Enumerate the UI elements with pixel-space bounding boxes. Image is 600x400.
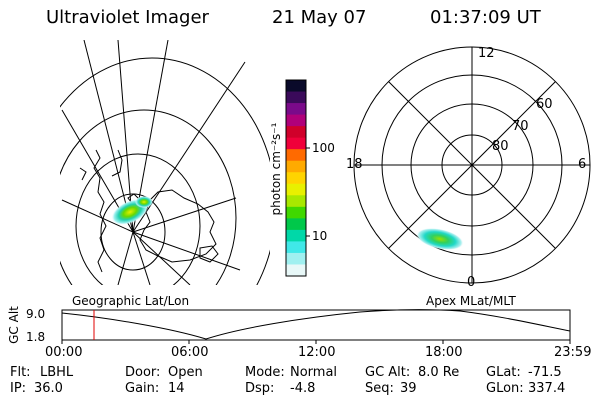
gcalt-label: GC Alt: (365, 365, 411, 380)
polar-grid (353, 46, 591, 284)
colorbar-band (286, 137, 306, 150)
colorbar (286, 80, 306, 277)
mode-label: Mode: (245, 365, 285, 380)
mlt-label-0: 0 (467, 275, 476, 290)
colorbar-band (286, 126, 306, 139)
geo-meridian (132, 231, 151, 285)
colorbar-band (286, 172, 306, 185)
timeline-ylabel: GC Alt (7, 306, 21, 344)
timeline-xtick-0600: 06:00 (171, 345, 209, 360)
geo-lat-circle (75, 153, 201, 285)
timeline-xtick-1800: 18:00 (425, 345, 463, 360)
colorbar-band (286, 241, 306, 254)
dsp-label: Dsp: (245, 381, 275, 396)
seq-value: 39 (400, 381, 417, 396)
geo-lat-circle (100, 193, 166, 271)
polar-aurora-emission (416, 228, 464, 250)
timeline-xticks (61, 340, 571, 344)
time-label: 01:37:09 UT (430, 7, 541, 28)
colorbar-tick-100: 100 (312, 141, 335, 155)
geo-aurora-emission (135, 196, 153, 208)
coastline (93, 149, 107, 273)
timeline-xtick-2359: 23:59 (554, 345, 592, 360)
timeline-xtick-1200: 12:00 (298, 345, 336, 360)
colorbar-band (286, 160, 306, 173)
geo-meridian (83, 40, 134, 233)
colorbar-band (286, 264, 306, 277)
geo-lat-circle (60, 57, 270, 285)
geo-meridian (117, 231, 134, 285)
mlt-label-12: 12 (478, 46, 495, 61)
polar-diagonal (388, 81, 556, 249)
colorbar-band (286, 206, 306, 219)
coastline (199, 245, 219, 263)
colorbar-band (286, 183, 306, 196)
colorbar-tick-10: 10 (312, 229, 328, 243)
coastline (139, 189, 217, 263)
colorbar-band (286, 229, 306, 243)
polar-panel-label: Apex MLat/MLT (426, 294, 516, 308)
timeline-xtick-0000: 00:00 (45, 345, 83, 360)
glat-label: GLat: (486, 365, 521, 380)
gc-altitude-curve (61, 309, 571, 340)
gcalt-value: 8.0 Re (418, 365, 460, 380)
colorbar-unit-label: photon cm⁻²s⁻¹ (269, 122, 283, 216)
geo-lat-circle (60, 109, 237, 285)
gain-value: 14 (168, 381, 185, 396)
mlat-label-80: 80 (492, 139, 509, 154)
geo-meridian (132, 231, 241, 271)
glon-value: 337.4 (528, 381, 566, 396)
mode-value: Normal (290, 365, 338, 380)
glat-value: -71.5 (528, 365, 562, 380)
door-value: Open (168, 365, 203, 380)
mlat-label-70: 70 (512, 119, 529, 134)
instrument-title: Ultraviolet Imager (46, 7, 209, 28)
geo-meridian (61, 199, 134, 233)
timeline-frame (61, 309, 571, 341)
coastline (111, 149, 123, 177)
geo-panel-label: Geographic Lat/Lon (72, 294, 190, 308)
timeline-ytick-1-8: 1.8 (26, 330, 46, 344)
glon-label: GLon: (486, 381, 524, 396)
geo-meridian (117, 40, 134, 233)
colorbar-band (286, 103, 306, 116)
colorbar-band (286, 252, 306, 266)
colorbar-frame (285, 79, 307, 277)
mlat-label-60: 60 (536, 97, 553, 112)
door-label: Door: (125, 365, 161, 380)
colorbar-band (286, 91, 306, 104)
geo-meridian (132, 197, 237, 233)
colorbar-band (286, 218, 306, 231)
colorbar-band (286, 195, 306, 208)
gain-label: Gain: (125, 381, 160, 396)
flt-label: Flt: (10, 365, 31, 380)
colorbar-band (286, 149, 306, 162)
colorbar-band (286, 114, 306, 127)
colorbar-band (286, 80, 306, 93)
ip-value: 36.0 (34, 381, 63, 396)
date-label: 21 May 07 (272, 7, 367, 28)
mlt-label-6: 6 (578, 157, 587, 172)
ip-label: IP: (10, 381, 27, 396)
coastline (79, 167, 87, 181)
flt-value: LBHL (40, 365, 74, 380)
timeline-ytick-9: 9.0 (26, 307, 46, 321)
seq-label: Seq: (365, 381, 394, 396)
dsp-value: -4.8 (290, 381, 316, 396)
geo-meridian (132, 231, 191, 285)
mlt-label-18: 18 (346, 157, 363, 172)
